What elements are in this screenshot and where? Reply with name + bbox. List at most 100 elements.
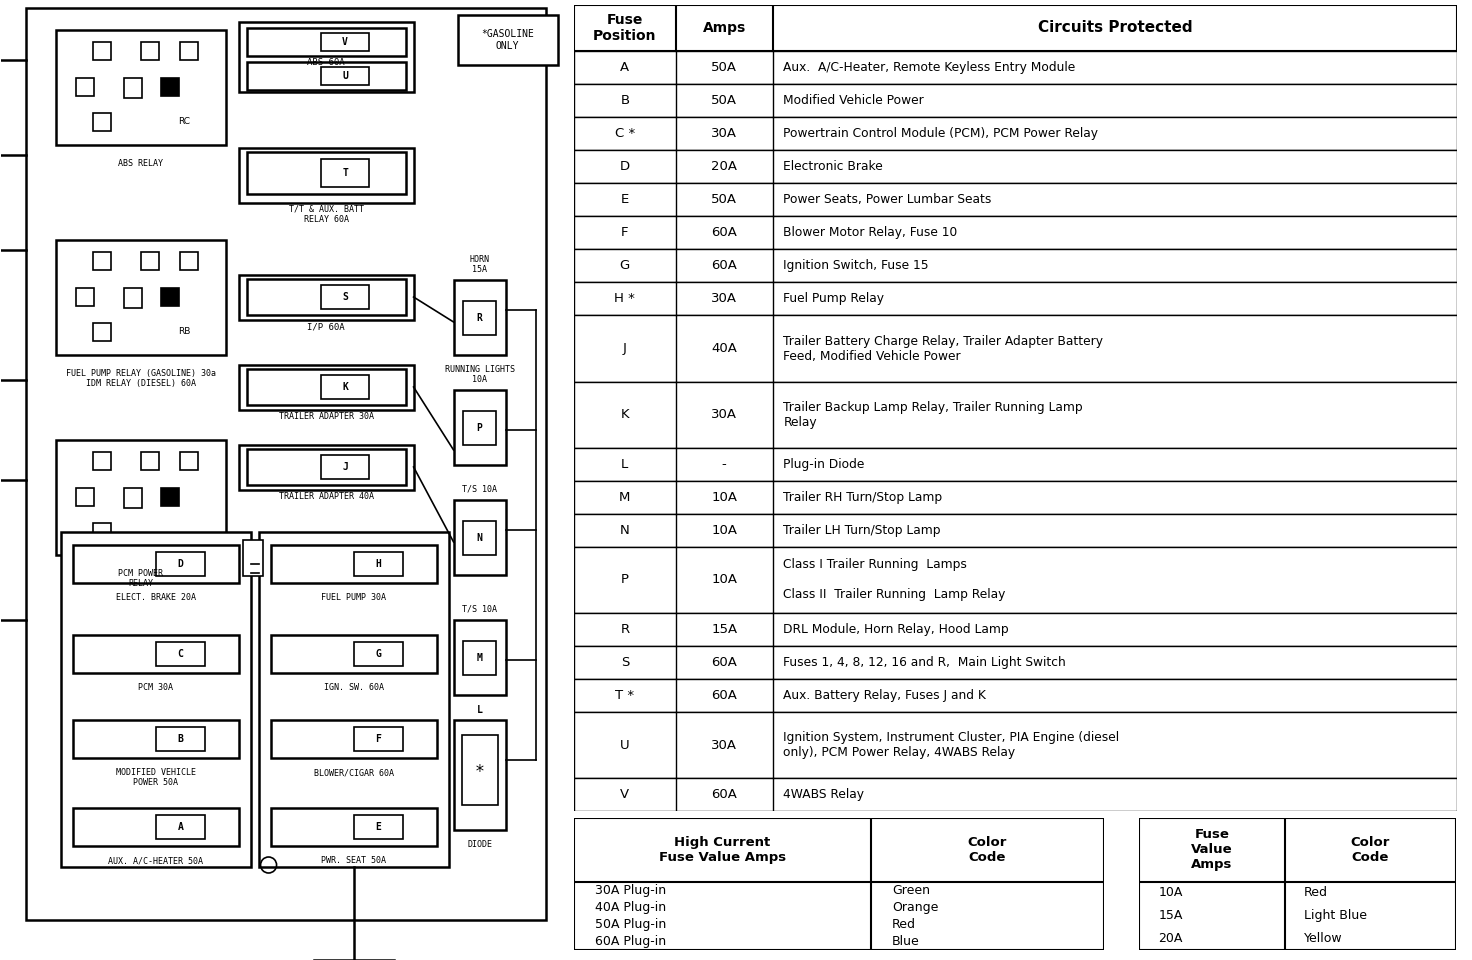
Bar (180, 42, 197, 60)
Bar (574, 679, 1457, 712)
Bar (321, 33, 369, 51)
Text: R: R (620, 623, 630, 636)
Text: J: J (342, 462, 347, 472)
Text: High Current
Fuse Value Amps: High Current Fuse Value Amps (659, 836, 786, 864)
Text: AUX. A/C-HEATER 50A: AUX. A/C-HEATER 50A (107, 856, 203, 865)
Bar (72, 720, 238, 758)
Text: 15A: 15A (1158, 909, 1182, 923)
Bar (124, 288, 141, 308)
Bar (238, 445, 414, 490)
Bar (453, 500, 505, 575)
Text: 60A Plug-in: 60A Plug-in (595, 935, 667, 948)
Text: IGN. SW. 60A: IGN. SW. 60A (324, 683, 384, 692)
Text: B: B (620, 94, 630, 108)
Bar (247, 28, 406, 56)
Bar (77, 79, 94, 96)
Text: 4WABS Relay: 4WABS Relay (783, 788, 864, 802)
Bar (93, 323, 110, 341)
Text: Green: Green (892, 883, 930, 897)
Text: 40A: 40A (711, 342, 737, 355)
Text: 10A: 10A (711, 573, 737, 587)
Bar (247, 369, 406, 405)
Text: 20A: 20A (1158, 932, 1182, 946)
Text: Aux.  A/C-Heater, Remote Keyless Entry Module: Aux. A/C-Heater, Remote Keyless Entry Mo… (783, 61, 1076, 74)
Text: ELECT. BRAKE 20A: ELECT. BRAKE 20A (116, 593, 196, 602)
Text: 15A: 15A (711, 623, 737, 636)
Bar (574, 150, 1457, 183)
Bar (574, 514, 1457, 547)
Bar (238, 365, 414, 410)
Bar (72, 545, 238, 583)
Bar (453, 720, 505, 830)
Text: DIODE: DIODE (467, 840, 492, 849)
Text: T/T & AUX. BATT
RELAY 60A: T/T & AUX. BATT RELAY 60A (289, 205, 364, 225)
Bar (353, 641, 403, 666)
Bar (271, 545, 437, 583)
Bar (574, 779, 1457, 811)
Text: L: L (477, 705, 483, 715)
Bar (574, 183, 1457, 216)
Bar (156, 552, 206, 576)
Text: RC: RC (178, 117, 190, 127)
Text: Fuses 1, 4, 8, 12, 16 and R,  Main Light Switch: Fuses 1, 4, 8, 12, 16 and R, Main Light … (783, 656, 1066, 669)
Bar (243, 540, 262, 576)
Text: 60A: 60A (711, 656, 737, 669)
Text: Aux. Battery Relay, Fuses J and K: Aux. Battery Relay, Fuses J and K (783, 689, 986, 702)
Text: 50A Plug-in: 50A Plug-in (595, 918, 667, 931)
Bar (140, 452, 159, 470)
Text: 60A: 60A (711, 227, 737, 239)
Bar (156, 641, 206, 666)
Text: E: E (375, 822, 381, 832)
Bar (160, 79, 180, 96)
Text: A: A (620, 61, 630, 74)
Text: Class I Trailer Running  Lamps

Class II  Trailer Running  Lamp Relay: Class I Trailer Running Lamps Class II T… (783, 559, 1005, 601)
Text: Fuse
Value
Amps: Fuse Value Amps (1191, 828, 1234, 872)
Text: Trailer Backup Lamp Relay, Trailer Running Lamp
Relay: Trailer Backup Lamp Relay, Trailer Runni… (783, 400, 1083, 428)
Text: J: J (623, 342, 627, 355)
Bar (462, 641, 496, 675)
Text: Plug-in Diode: Plug-in Diode (783, 458, 864, 470)
Text: Fuel Pump Relay: Fuel Pump Relay (783, 293, 885, 305)
Text: L: L (621, 458, 629, 470)
Bar (574, 381, 1457, 447)
Text: E: E (621, 193, 629, 206)
Text: K: K (621, 408, 629, 421)
Text: FUEL PUMP 30A: FUEL PUMP 30A (321, 593, 386, 602)
Bar (574, 216, 1457, 250)
Text: 30A: 30A (711, 293, 737, 305)
Bar (56, 440, 225, 555)
Text: 50A: 50A (711, 193, 737, 206)
Text: 30A Plug-in: 30A Plug-in (595, 883, 667, 897)
Bar (238, 148, 414, 203)
Text: Red: Red (1304, 886, 1328, 900)
Bar (574, 612, 1457, 646)
Text: N: N (477, 533, 483, 542)
Text: Blue: Blue (892, 935, 920, 948)
Text: 30A: 30A (711, 738, 737, 752)
Text: Electronic Brake: Electronic Brake (783, 160, 883, 173)
Bar (93, 252, 110, 270)
Text: N: N (620, 524, 630, 537)
Text: BLOWER/CIGAR 60A: BLOWER/CIGAR 60A (314, 768, 393, 777)
Bar (93, 452, 110, 470)
Text: RB: RB (178, 327, 190, 336)
Text: TRAILER ADAPTER 40A: TRAILER ADAPTER 40A (278, 492, 374, 501)
Text: H: H (375, 559, 381, 569)
Bar (180, 452, 197, 470)
Bar (271, 808, 437, 846)
Bar (124, 79, 141, 98)
Bar (271, 635, 437, 673)
Text: Powertrain Control Module (PCM), PCM Power Relay: Powertrain Control Module (PCM), PCM Pow… (783, 127, 1098, 140)
Text: T/S 10A: T/S 10A (462, 605, 498, 614)
Text: K: K (342, 382, 347, 392)
Text: Trailer LH Turn/Stop Lamp: Trailer LH Turn/Stop Lamp (783, 524, 941, 537)
Bar (247, 279, 406, 315)
Text: Blower Motor Relay, Fuse 10: Blower Motor Relay, Fuse 10 (783, 227, 958, 239)
Bar (353, 552, 403, 576)
Text: R: R (477, 313, 483, 323)
Text: MODIFIED VEHICLE
POWER 50A: MODIFIED VEHICLE POWER 50A (116, 768, 196, 787)
Bar (574, 51, 1457, 84)
Bar (156, 815, 206, 839)
Bar (60, 532, 250, 867)
Text: D: D (620, 160, 630, 173)
